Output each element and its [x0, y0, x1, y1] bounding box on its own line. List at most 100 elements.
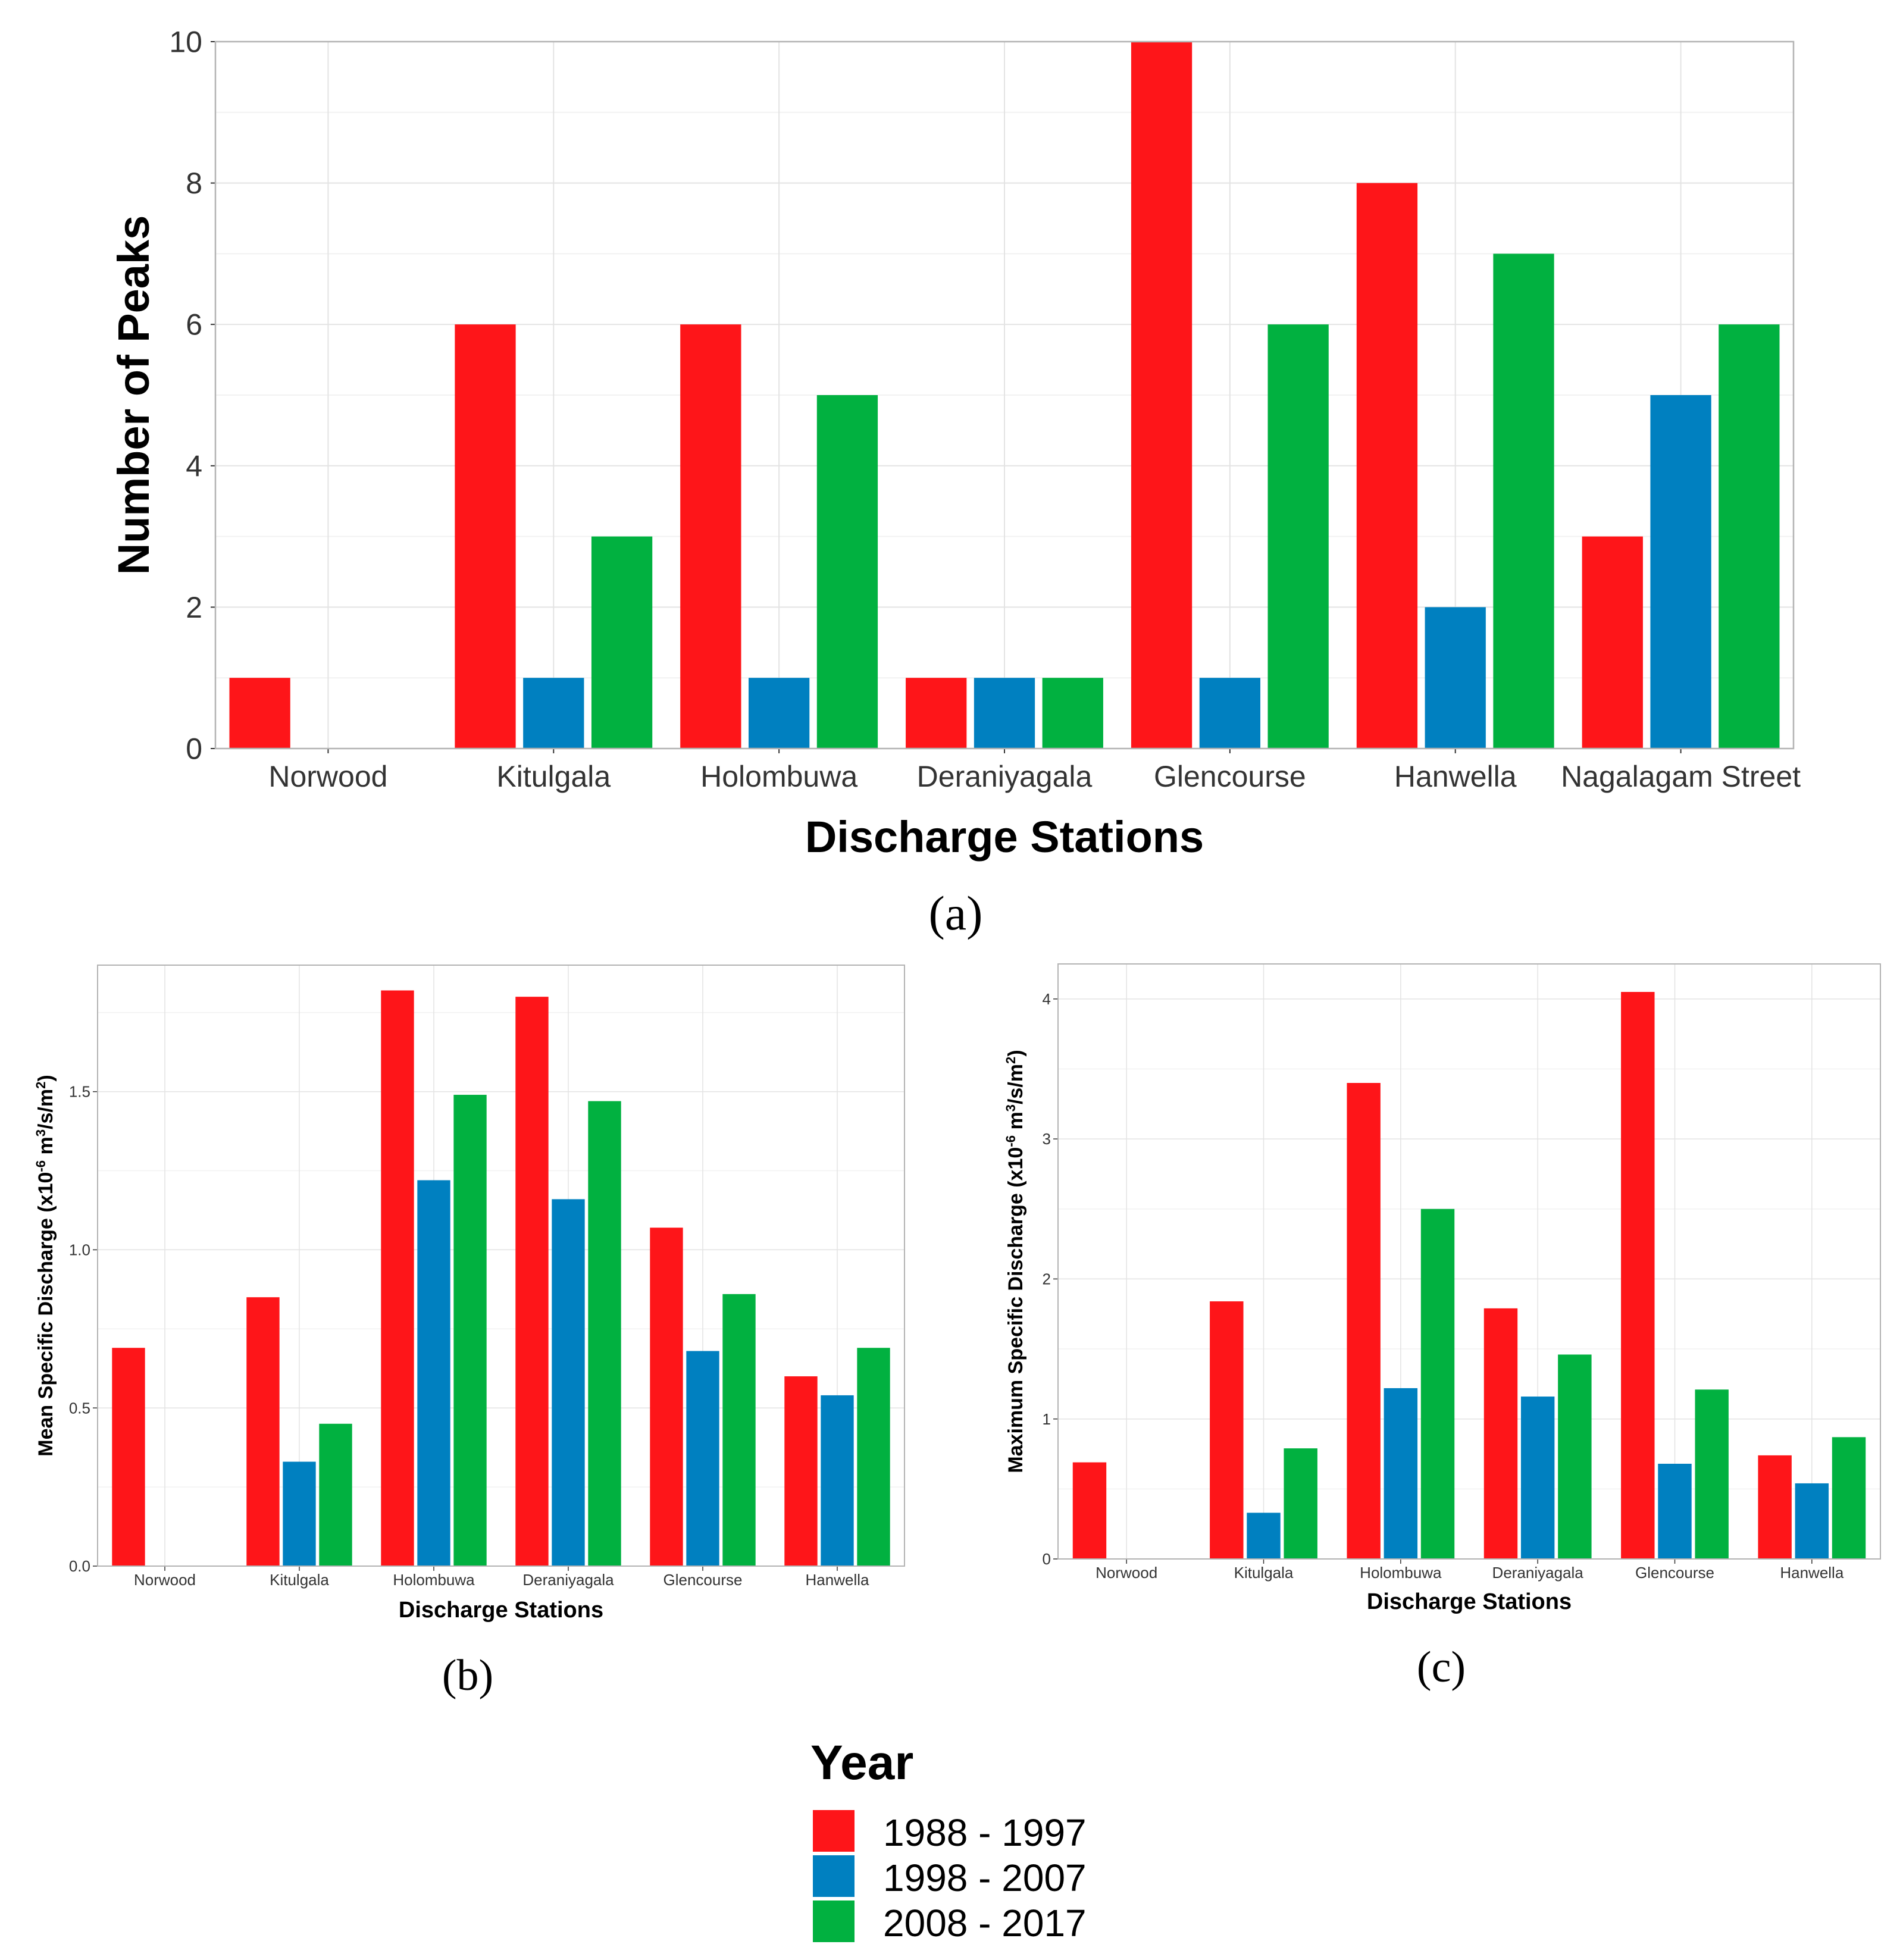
- y-tick-label-a: 10: [169, 26, 202, 59]
- bar-a-nagalagam-street-series-1: [1582, 536, 1643, 749]
- y-tick-label-a: 4: [186, 449, 202, 483]
- bar-c-kitulgala-series-3: [1284, 1448, 1317, 1559]
- x-tick-label-a: Holombuwa: [700, 760, 857, 793]
- legend-label-1998: 1998 - 2007: [883, 1856, 1087, 1899]
- x-tick-label-c: Norwood: [1096, 1564, 1157, 1582]
- bar-a-deraniyagala-series-1: [906, 678, 967, 749]
- x-tick-label-c: Holombuwa: [1360, 1564, 1442, 1582]
- x-tick-label-a: Hanwella: [1394, 760, 1517, 793]
- bar-b-deraniyagala-series-2: [552, 1199, 585, 1566]
- bar-c-holombuwa-series-1: [1347, 1083, 1381, 1559]
- y-tick-label-b: 0.5: [69, 1399, 90, 1417]
- plot-border-b: [97, 965, 905, 1567]
- y-tick-label-a: 2: [186, 591, 202, 624]
- bar-c-norwood-series-1: [1072, 1462, 1107, 1559]
- bar-b-hanwella-series-3: [857, 1348, 890, 1566]
- legend-swatch-1988: [813, 1810, 855, 1852]
- y-tick-label-c: 2: [1043, 1270, 1051, 1288]
- x-tick-label-b: Kitulgala: [270, 1571, 329, 1589]
- bar-a-hanwella-series-3: [1493, 253, 1554, 749]
- y-axis-title-a: Number of Peaks: [109, 215, 158, 575]
- y-axis-title-b: Mean Specific Discharge (x10-6 m3/s/m2): [33, 1075, 58, 1456]
- y-axis-title-c: Maximum Specific Discharge (x10-6 m3/s/m…: [1003, 1050, 1028, 1473]
- y-tick-label-b: 0.0: [69, 1557, 90, 1575]
- x-tick-label-c: Kitulgala: [1234, 1564, 1294, 1582]
- panel-c: 0 1 2 3 4 Norwood Kitulgala Holombuwa Deraniyaga…: [1003, 963, 1881, 1692]
- bar-c-kitulgala-series-2: [1247, 1513, 1281, 1559]
- bar-c-deraniyagala-series-2: [1520, 1397, 1555, 1559]
- y-tick-label-c: 0: [1043, 1550, 1051, 1568]
- legend-label-1988: 1988 - 1997: [883, 1811, 1087, 1854]
- bar-a-deraniyagala-series-2: [974, 678, 1035, 749]
- bar-c-hanwella-series-1: [1758, 1455, 1792, 1559]
- x-tick-label-a: Norwood: [268, 760, 387, 793]
- bar-a-hanwella-series-1: [1356, 183, 1418, 749]
- bar-c-deraniyagala-series-3: [1558, 1354, 1592, 1559]
- bar-b-glencourse-series-2: [686, 1351, 719, 1566]
- x-tick-label-a: Glencourse: [1154, 760, 1306, 793]
- bar-a-nagalagam-street-series-2: [1650, 395, 1711, 749]
- y-tick-label-b: 1.5: [69, 1083, 90, 1101]
- x-tick-label-b: Deraniyagala: [522, 1571, 614, 1589]
- bar-b-kitulgala-series-1: [246, 1297, 280, 1566]
- bar-b-kitulgala-series-3: [319, 1423, 352, 1566]
- x-tick-label-c: Glencourse: [1635, 1564, 1714, 1582]
- bar-a-holombuwa-series-2: [748, 678, 810, 749]
- bar-a-norwood-series-1: [229, 678, 290, 749]
- plot-background-c: [1058, 964, 1880, 1559]
- x-tick-label-c: Deraniyagala: [1492, 1564, 1584, 1582]
- y-tick-label-a: 0: [186, 732, 202, 766]
- x-tick-label-a: Nagalagam Street: [1561, 760, 1801, 793]
- legend-title: Year: [810, 1736, 913, 1790]
- panel-label-c: (c): [1417, 1643, 1466, 1692]
- bar-c-hanwella-series-3: [1832, 1437, 1866, 1559]
- bar-a-hanwella-series-2: [1425, 607, 1486, 749]
- y-tick-label-c: 3: [1043, 1130, 1051, 1148]
- bar-c-deraniyagala-series-1: [1483, 1308, 1518, 1559]
- y-tick-label-c: 1: [1043, 1410, 1051, 1428]
- bar-c-kitulgala-series-1: [1210, 1301, 1244, 1559]
- bar-b-norwood-series-1: [112, 1348, 145, 1566]
- bar-b-holombuwa-series-3: [453, 1094, 487, 1566]
- y-tick-label-b: 1.0: [69, 1241, 90, 1259]
- bar-c-glencourse-series-1: [1621, 992, 1655, 1559]
- bar-a-nagalagam-street-series-3: [1719, 324, 1780, 749]
- x-tick-label-a: Kitulgala: [496, 760, 611, 793]
- x-axis-title-b: Discharge Stations: [399, 1598, 603, 1623]
- bar-c-glencourse-series-3: [1695, 1389, 1729, 1559]
- bar-a-glencourse-series-1: [1131, 42, 1192, 749]
- panel-a: 0 2 4 6 8 10 Norwood Kitulgala Holombuwa Deraniya…: [109, 26, 1801, 941]
- bar-b-holombuwa-series-1: [381, 990, 414, 1566]
- x-tick-label-b: Holombuwa: [393, 1571, 475, 1589]
- x-tick-label-c: Hanwella: [1780, 1564, 1843, 1582]
- legend-label-2008: 2008 - 2017: [883, 1902, 1087, 1945]
- bar-a-holombuwa-series-3: [816, 395, 878, 749]
- y-tick-label-c: 4: [1043, 990, 1051, 1008]
- bar-c-holombuwa-series-3: [1420, 1208, 1455, 1559]
- bar-a-glencourse-series-3: [1267, 324, 1329, 749]
- plot-background-b: [98, 965, 904, 1566]
- bar-b-glencourse-series-1: [650, 1228, 683, 1566]
- x-axis-title-c: Discharge Stations: [1367, 1589, 1572, 1614]
- legend-swatch-1998: [813, 1855, 855, 1897]
- x-tick-label-b: Glencourse: [663, 1571, 743, 1589]
- x-axis-title-a: Discharge Stations: [805, 812, 1204, 862]
- bar-b-kitulgala-series-2: [283, 1461, 316, 1566]
- plot-border-c: [1057, 963, 1881, 1560]
- bar-b-hanwella-series-2: [821, 1395, 854, 1566]
- plot-border-a: [214, 40, 1795, 750]
- bar-a-kitulgala-series-1: [455, 324, 516, 749]
- bar-c-holombuwa-series-2: [1384, 1388, 1418, 1559]
- panel-b: 0.0 0.5 1.0 1.5 Norwood Kitulgala Holombuwa Der…: [33, 965, 905, 1700]
- bar-a-deraniyagala-series-3: [1042, 678, 1103, 749]
- y-tick-label-a: 6: [186, 308, 202, 342]
- legend-swatch-2008: [813, 1900, 855, 1942]
- bar-b-deraniyagala-series-3: [588, 1101, 621, 1566]
- bar-c-glencourse-series-2: [1658, 1464, 1692, 1559]
- bar-a-kitulgala-series-3: [591, 536, 653, 749]
- bar-b-hanwella-series-1: [784, 1376, 818, 1566]
- bar-a-glencourse-series-2: [1199, 678, 1261, 749]
- bar-b-deraniyagala-series-1: [515, 997, 549, 1566]
- bar-a-holombuwa-series-1: [680, 324, 741, 749]
